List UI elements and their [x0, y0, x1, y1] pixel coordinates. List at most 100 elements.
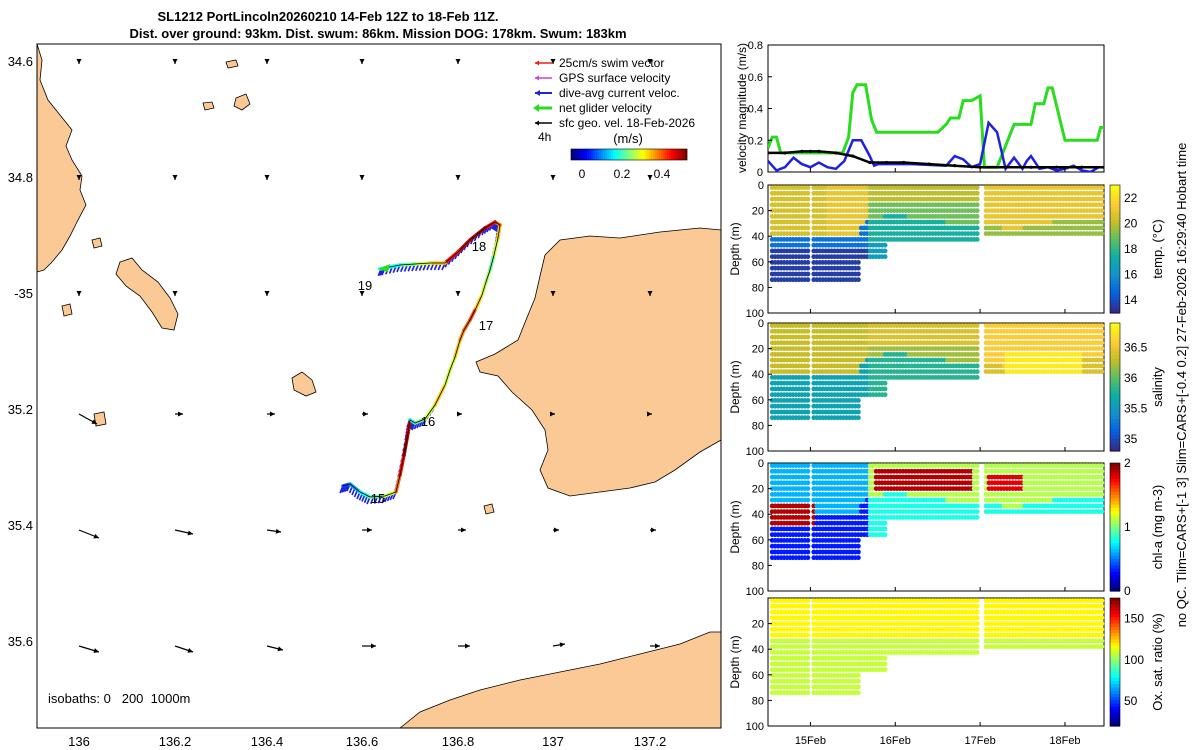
section-ytick: 80: [752, 560, 764, 572]
section-dot: [1099, 503, 1105, 509]
section-ytick: 80: [752, 420, 764, 432]
sfc-point: [800, 149, 804, 153]
map-xtick: 136.4: [251, 734, 284, 749]
section-ytick: 40: [752, 369, 764, 381]
section-dot: [974, 185, 980, 191]
section-dot: [1099, 463, 1105, 468]
speed-cbar-cell: [675, 149, 678, 160]
section-dot: [974, 202, 980, 208]
section-dot: [805, 409, 811, 415]
section-dot: [805, 468, 811, 474]
section-dot: [805, 486, 811, 491]
section-ytick: 0: [758, 318, 764, 330]
island-9: [91, 237, 103, 249]
section-dot: [974, 323, 980, 328]
section-dot: [805, 398, 811, 403]
cbar-cell: [1110, 306, 1120, 311]
speed-cbar-cell: [667, 149, 670, 160]
speed-cbar-cell: [655, 149, 658, 160]
cbar-cell: [1110, 249, 1120, 253]
section-dot: [882, 248, 888, 254]
cbar-cell: [1110, 242, 1120, 247]
section-dot: [1099, 340, 1105, 346]
speed-cbar-cell: [631, 149, 634, 160]
section-dot: [805, 492, 811, 497]
section-dot: [805, 655, 811, 661]
section-dot: [805, 627, 811, 632]
day-label-16: 16: [421, 414, 435, 429]
section-dot: [805, 690, 811, 696]
section-dot: [974, 468, 980, 474]
section-dot: [974, 474, 980, 480]
cbar-cell: [1110, 290, 1120, 295]
section-dot: [974, 328, 980, 334]
glider-track: [339, 220, 502, 505]
section-ylabel: Depth (m): [728, 222, 742, 275]
map-xtick: 136.2: [159, 734, 192, 749]
speed-cbar-cell: [595, 149, 598, 160]
sfc-point: [885, 160, 889, 165]
speed-cbar-cell: [623, 149, 626, 160]
section-dot: [805, 254, 811, 260]
land-peninsula: [475, 227, 721, 497]
section-dot: [805, 375, 811, 380]
section-dot: [805, 328, 811, 334]
cbar-cell: [1110, 229, 1120, 234]
section-dot: [856, 549, 861, 555]
cbar-tick: 35.5: [1124, 401, 1148, 415]
section-dot: [805, 555, 811, 561]
net-velocity-arrow: [378, 264, 390, 272]
map-ytick: -35: [14, 286, 33, 301]
cbar-tick: 35: [1124, 432, 1138, 446]
speed-cbar-cell: [645, 149, 648, 160]
map-ytick: 34.8: [8, 170, 33, 185]
map-xtick: 137.2: [634, 734, 667, 749]
section-dot: [1099, 208, 1105, 214]
section-dot: [805, 231, 811, 237]
speed-cbar-cell: [589, 149, 592, 160]
velocity-ytick: 0.2: [748, 135, 763, 147]
section-dot: [882, 661, 888, 667]
speed-cbar-cell: [669, 149, 672, 160]
speed-cbar-cell: [651, 149, 654, 160]
section-dot: [856, 398, 861, 403]
cbar-cell: [1110, 213, 1120, 218]
section-dot: [856, 690, 861, 696]
sfc-arrow: [172, 175, 178, 180]
section-dot: [974, 515, 980, 520]
section-dot: [805, 532, 811, 538]
cbar-cell: [1110, 293, 1120, 298]
speed-cbar-cell: [599, 149, 602, 160]
legend-cbar-label: (m/s): [613, 131, 643, 146]
speed-cbar-cell: [603, 149, 606, 160]
sfc-arrow: [647, 59, 653, 64]
sfc-arrow: [455, 175, 461, 180]
sfc-point: [868, 160, 872, 165]
sfc-arrow: [264, 291, 270, 296]
section-dot: [974, 237, 980, 242]
section-dot: [805, 202, 811, 208]
section-dot: [805, 242, 811, 248]
sfc-arrow: [78, 413, 98, 425]
cbar-cell: [1110, 239, 1120, 244]
sfc-point: [851, 154, 855, 158]
section-dot: [805, 363, 811, 369]
section-dot: [805, 265, 811, 271]
speed-cbar-cell: [659, 149, 662, 160]
cbar-cell: [1110, 252, 1120, 256]
section-dot: [882, 655, 888, 661]
section-ytick: 20: [752, 206, 764, 218]
section-dot: [974, 214, 980, 219]
speed-cbar-cell: [685, 149, 688, 160]
sfc-arrow: [550, 59, 556, 64]
speed-cbar-cell: [679, 149, 682, 160]
section-dot: [805, 632, 811, 638]
section-dot: [856, 403, 861, 409]
speed-cbar-cell: [625, 149, 628, 160]
section-dot: [805, 334, 811, 340]
speed-cbar-cell: [617, 149, 620, 160]
section-dot: [882, 392, 888, 398]
land-west: [37, 44, 87, 273]
section-dot: [1099, 323, 1105, 328]
